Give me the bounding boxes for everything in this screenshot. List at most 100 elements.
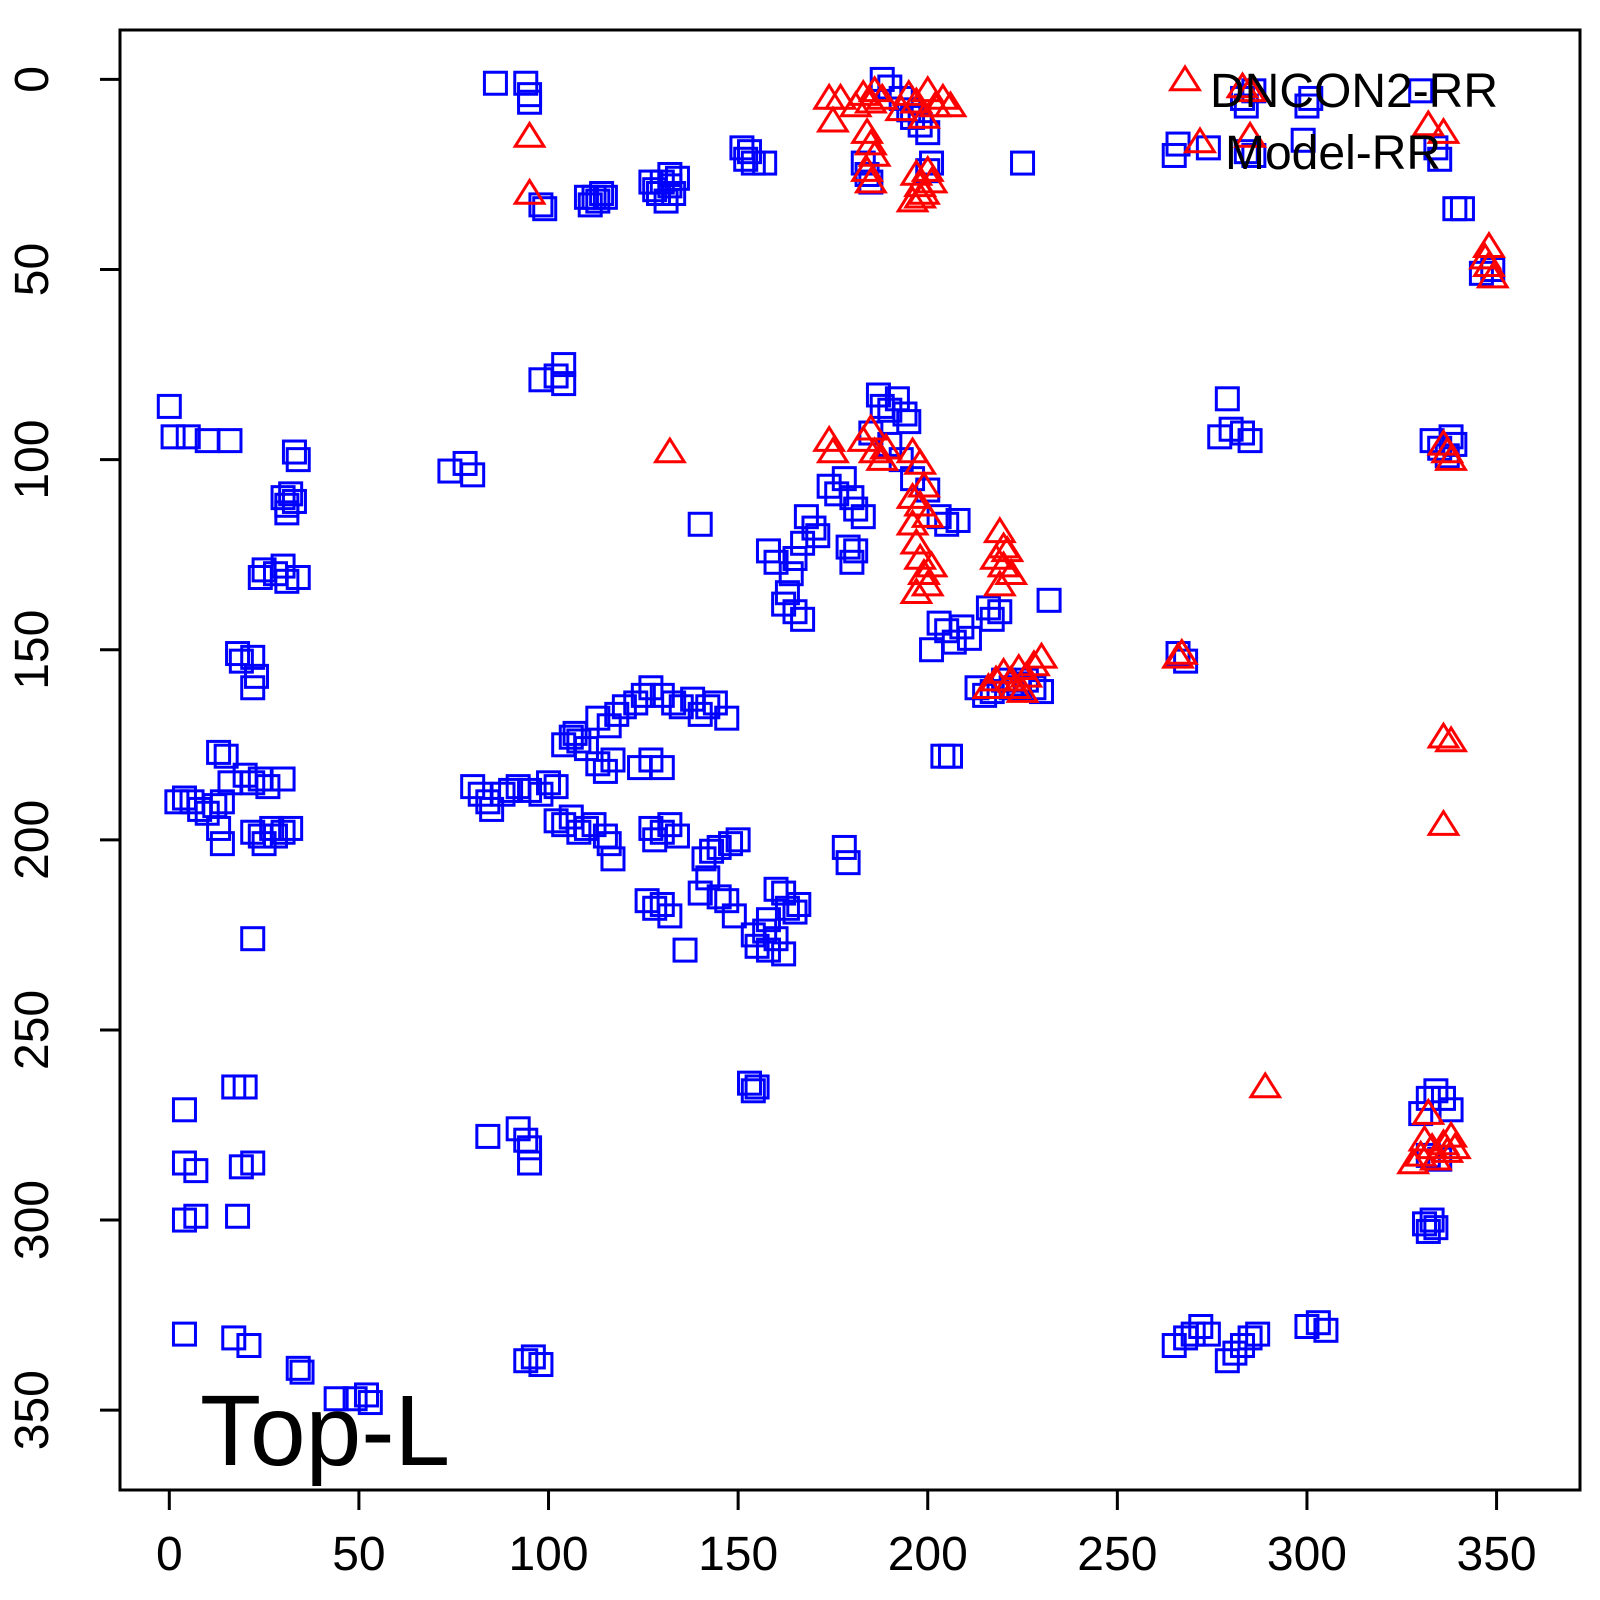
model-rr-point: [699, 838, 725, 864]
model-rr-point: [551, 371, 577, 397]
dncon2-rr-point: [891, 78, 926, 106]
model-rr-point: [850, 504, 876, 530]
model-rr-point: [528, 1352, 554, 1378]
model-rr-point: [532, 196, 558, 222]
dncon2-rr-point: [1475, 261, 1510, 289]
model-rr-point: [824, 481, 850, 507]
model-rr-point: [217, 428, 243, 454]
model-rr-point: [1442, 196, 1468, 222]
model-rr-point: [221, 1325, 247, 1351]
model-rr-point: [281, 488, 307, 514]
model-rr-point: [1313, 1317, 1339, 1343]
model-rr-point: [206, 739, 232, 765]
dncon2-rr-point: [1164, 637, 1199, 665]
y-tick-label: 250: [6, 990, 59, 1070]
dncon2-rr-point: [865, 82, 900, 110]
dncon2-rr-point: [914, 166, 949, 194]
dncon2-rr-point: [850, 116, 885, 144]
model-rr-point: [956, 625, 982, 651]
model-rr-point: [1188, 1314, 1214, 1340]
model-rr-point: [816, 473, 842, 499]
model-rr-point: [937, 743, 963, 769]
model-rr-point: [892, 401, 918, 427]
dncon2-rr-point: [857, 139, 892, 167]
dncon2-rr-point: [512, 177, 547, 205]
model-rr-point: [573, 815, 599, 841]
dncon2-rr-point: [899, 576, 934, 604]
dncon2-rr-point: [1225, 71, 1260, 99]
model-rr-point: [1427, 146, 1453, 172]
model-rr-point: [623, 690, 649, 716]
model-rr-point: [482, 70, 508, 96]
x-tick-label: 350: [1457, 1528, 1537, 1581]
model-rr-point: [661, 180, 687, 206]
dncon2-rr-point: [1233, 75, 1268, 103]
model-rr-point: [1298, 85, 1324, 111]
model-rr-point: [323, 1386, 349, 1412]
model-rr-point: [661, 690, 687, 716]
dncon2-rr-point: [815, 436, 850, 464]
legend-triangle-icon: [1167, 64, 1203, 92]
dncon2-rr-point: [997, 671, 1032, 700]
model-rr-point: [240, 926, 266, 952]
model-rr-point: [160, 424, 186, 450]
dncon2-rr-point: [857, 436, 892, 464]
dncon2-rr-point: [994, 557, 1029, 585]
model-rr-point: [1233, 139, 1259, 165]
model-rr-point: [782, 545, 808, 571]
model-rr-point: [915, 120, 941, 146]
y-tick-label: 200: [6, 800, 59, 880]
model-rr-point: [513, 1348, 539, 1374]
dncon2-rr-point: [1434, 725, 1469, 753]
model-rr-point: [649, 755, 675, 781]
model-rr-point: [289, 1359, 315, 1385]
y-tick-label: 50: [6, 243, 59, 296]
model-rr-point: [566, 819, 592, 845]
dncon2-rr-point: [853, 128, 888, 156]
model-rr-point: [843, 496, 869, 522]
model-rr-point: [460, 774, 486, 800]
model-rr-point: [1290, 127, 1316, 153]
model-rr-point: [1173, 648, 1199, 674]
dncon2-rr-point: [914, 550, 949, 578]
model-rr-point: [240, 1150, 266, 1176]
model-rr-point: [1423, 1215, 1449, 1241]
model-rr-point: [664, 823, 690, 849]
dncon2-rr-point: [1407, 1124, 1442, 1152]
model-rr-points: [156, 66, 1506, 1416]
model-rr-point: [1195, 135, 1221, 161]
model-rr-point: [919, 150, 945, 176]
model-rr-point: [589, 180, 615, 206]
model-rr-point: [687, 880, 713, 906]
dncon2-rr-point: [903, 447, 938, 475]
model-rr-point: [156, 393, 182, 419]
model-rr-point: [979, 606, 1005, 632]
x-tick-label: 50: [332, 1528, 385, 1581]
dncon2-rr-point: [1434, 443, 1469, 471]
x-tick-label: 0: [156, 1528, 183, 1581]
model-rr-point: [1449, 196, 1475, 222]
model-rr-point: [536, 770, 562, 796]
dncon2-rr-point: [906, 557, 941, 585]
legend-label: DNCON2-RR: [1210, 65, 1498, 118]
dncon2-rr-point: [1434, 1120, 1469, 1148]
dncon2-rr-point: [903, 181, 938, 209]
model-rr-point: [490, 781, 516, 807]
model-rr-point: [240, 675, 266, 701]
model-rr-point: [551, 352, 577, 378]
y-tick-label: 150: [6, 610, 59, 690]
model-rr-point: [1233, 93, 1259, 119]
model-rr-point: [600, 846, 626, 872]
model-rr-point: [1294, 93, 1320, 119]
model-rr-point: [206, 815, 232, 841]
model-rr-point: [1195, 1321, 1221, 1347]
model-rr-point: [733, 146, 759, 172]
dncon2-rr-point: [846, 78, 881, 106]
model-rr-point: [213, 743, 239, 769]
model-rr-point: [672, 937, 698, 963]
model-rr-point: [831, 466, 857, 492]
dncon2-rr-point: [1016, 649, 1051, 677]
model-rr-point: [240, 644, 266, 670]
dncon2-rr-point: [1411, 1097, 1446, 1125]
dncon2-rr-point: [910, 500, 945, 528]
